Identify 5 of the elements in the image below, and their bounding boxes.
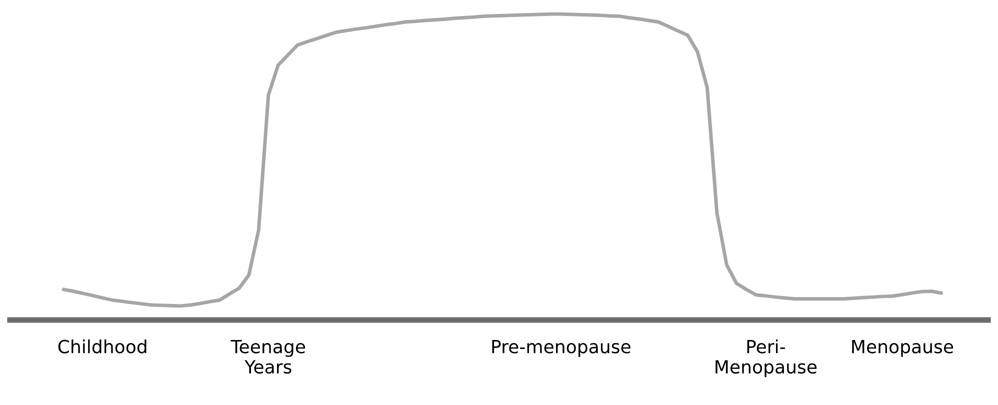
x-tick-label: Childhood bbox=[58, 339, 146, 354]
x-tick-label: Peri- Menopause bbox=[716, 339, 817, 378]
x-tick-label: Teenage Years bbox=[230, 340, 306, 374]
x-tick-label: Menopause bbox=[852, 340, 954, 357]
x-tick-label: Pre-menopause bbox=[492, 340, 630, 357]
